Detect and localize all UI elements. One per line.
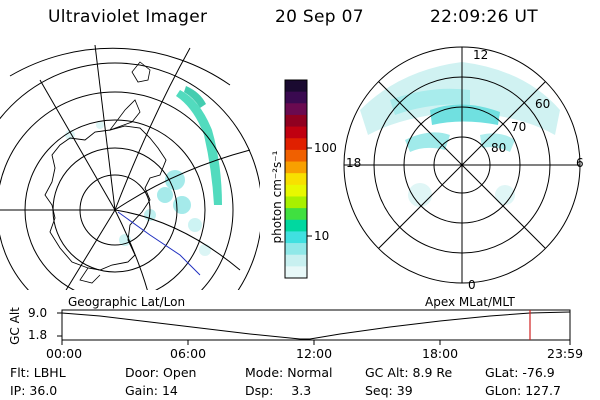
- colorbar-stripe: [285, 219, 307, 232]
- polar-map: [343, 46, 581, 284]
- door-label: Door: Open: [125, 365, 197, 380]
- instrument-title: Ultraviolet Imager: [48, 7, 208, 27]
- polar-map-label: Apex MLat/MLT: [425, 295, 515, 309]
- gc-alt-ytick-1-8: 1.8: [28, 328, 48, 342]
- colorbar-stripe: [285, 254, 307, 267]
- longitude-lines: [0, 44, 251, 290]
- geographic-map-label: Geographic Lat/Lon: [68, 295, 186, 309]
- gc-alt-axis-title: GC Alt: [8, 307, 22, 345]
- colorbar-stripe: [285, 243, 307, 256]
- mlt-label-6: 6: [576, 156, 584, 170]
- gc-alt-plot: [57, 309, 571, 345]
- colorbar-stripe: [285, 173, 307, 186]
- gc-alt-label: GC Alt: 8.9 Re: [365, 365, 453, 380]
- colorbar-tick-100: 100: [314, 141, 337, 155]
- dsp-value: 3.3: [291, 383, 312, 398]
- colorbar-stripe: [285, 91, 307, 104]
- glat-label: GLat: -76.9: [485, 365, 555, 380]
- auroral-emission-left: [65, 86, 222, 256]
- gc-alt-value: 8.9 Re: [412, 365, 453, 380]
- seq-label: Seq: 39: [365, 383, 413, 398]
- colorbar-stripe: [285, 266, 307, 279]
- colorbar-stripe: [285, 184, 307, 197]
- time-tick-0600: 06:00: [170, 346, 207, 361]
- glon-label: GLon: 127.7: [485, 383, 561, 398]
- colorbar: [284, 79, 312, 279]
- filter-value: LBHL: [33, 365, 66, 380]
- mlt-label-12: 12: [473, 48, 489, 62]
- colorbar-unit-label: photon cm⁻²s⁻¹: [270, 150, 284, 244]
- colorbar-stripe: [285, 161, 307, 174]
- mlat-label-60: 60: [535, 97, 551, 111]
- ip-value: 36.0: [29, 383, 58, 398]
- dsp-label: Dsp: 3.3: [245, 383, 312, 398]
- colorbar-stripe: [285, 126, 307, 139]
- colorbar-stripe: [285, 231, 307, 244]
- geographic-map: [0, 44, 260, 290]
- time-tick-1200: 12:00: [296, 346, 333, 361]
- time-tick-1800: 18:00: [422, 346, 459, 361]
- colorbar-stripe: [285, 149, 307, 163]
- mlt-label-0: 0: [468, 278, 476, 292]
- seq-value: 39: [396, 383, 413, 398]
- filter-label: Flt: LBHL: [10, 365, 66, 380]
- gain-label: Gain: 14: [125, 383, 178, 398]
- mlat-label-80: 80: [491, 141, 507, 155]
- glat-value: -76.9: [522, 365, 555, 380]
- colorbar-stripe: [285, 103, 307, 116]
- mlat-label-70: 70: [511, 120, 527, 134]
- mode-label: Mode: Normal: [245, 365, 333, 380]
- colorbar-tick-10: 10: [314, 229, 330, 243]
- date-label: 20 Sep 07: [275, 7, 364, 27]
- glon-value: 127.7: [525, 383, 561, 398]
- time-tick-2359: 23:59: [547, 346, 584, 361]
- mlt-label-18: 18: [346, 156, 362, 170]
- door-value: Open: [163, 365, 197, 380]
- time-label: 22:09:26 UT: [430, 7, 538, 27]
- mode-value: Normal: [287, 365, 333, 380]
- colorbar-stripe: [285, 208, 307, 221]
- coastline: [44, 125, 167, 271]
- colorbar-stripe: [285, 114, 307, 128]
- time-tick-0000: 00:00: [46, 346, 83, 361]
- colorbar-stripe: [285, 80, 307, 93]
- gc-alt-ytick-9: 9.0: [28, 306, 48, 320]
- satellite-track: [117, 211, 201, 276]
- colorbar-stripe: [285, 196, 307, 209]
- gain-value: 14: [161, 383, 178, 398]
- ip-label: IP: 36.0: [10, 383, 58, 398]
- colorbar-stripe: [285, 138, 307, 151]
